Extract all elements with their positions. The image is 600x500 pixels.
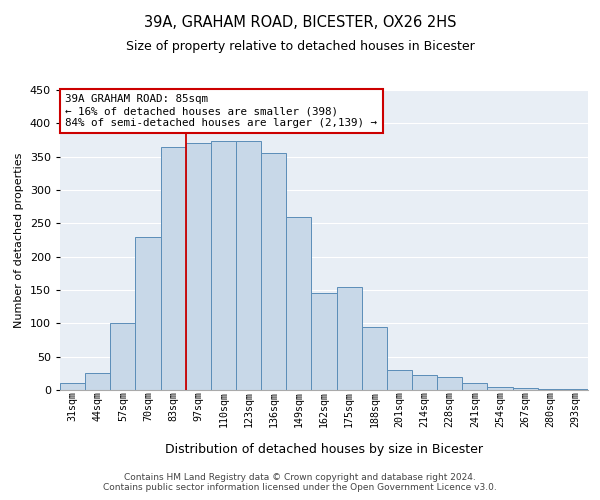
Bar [85,374,110,390]
Text: Size of property relative to detached houses in Bicester: Size of property relative to detached ho… [125,40,475,53]
Text: 39A GRAHAM ROAD: 85sqm
← 16% of detached houses are smaller (398)
84% of semi-de: 39A GRAHAM ROAD: 85sqm ← 16% of detached… [65,94,377,128]
Text: Distribution of detached houses by size in Bicester: Distribution of detached houses by size … [165,442,483,456]
Bar [412,376,437,390]
Bar [462,382,487,390]
Bar [437,376,462,390]
Text: Contains HM Land Registry data © Crown copyright and database right 2024.: Contains HM Land Registry data © Crown c… [124,472,476,482]
Bar [60,384,85,390]
Bar [337,286,362,390]
Text: 39A, GRAHAM ROAD, BICESTER, OX26 2HS: 39A, GRAHAM ROAD, BICESTER, OX26 2HS [144,15,456,30]
Bar [512,388,538,390]
Y-axis label: Number of detached properties: Number of detached properties [14,152,24,328]
Bar [487,386,512,390]
Bar [286,216,311,390]
Bar [186,144,211,390]
Bar [387,370,412,390]
Bar [362,326,387,390]
Bar [161,146,186,390]
Bar [311,294,337,390]
Bar [136,236,161,390]
Bar [236,142,261,390]
Bar [211,142,236,390]
Bar [261,154,286,390]
Bar [110,324,136,390]
Text: Contains public sector information licensed under the Open Government Licence v3: Contains public sector information licen… [103,482,497,492]
